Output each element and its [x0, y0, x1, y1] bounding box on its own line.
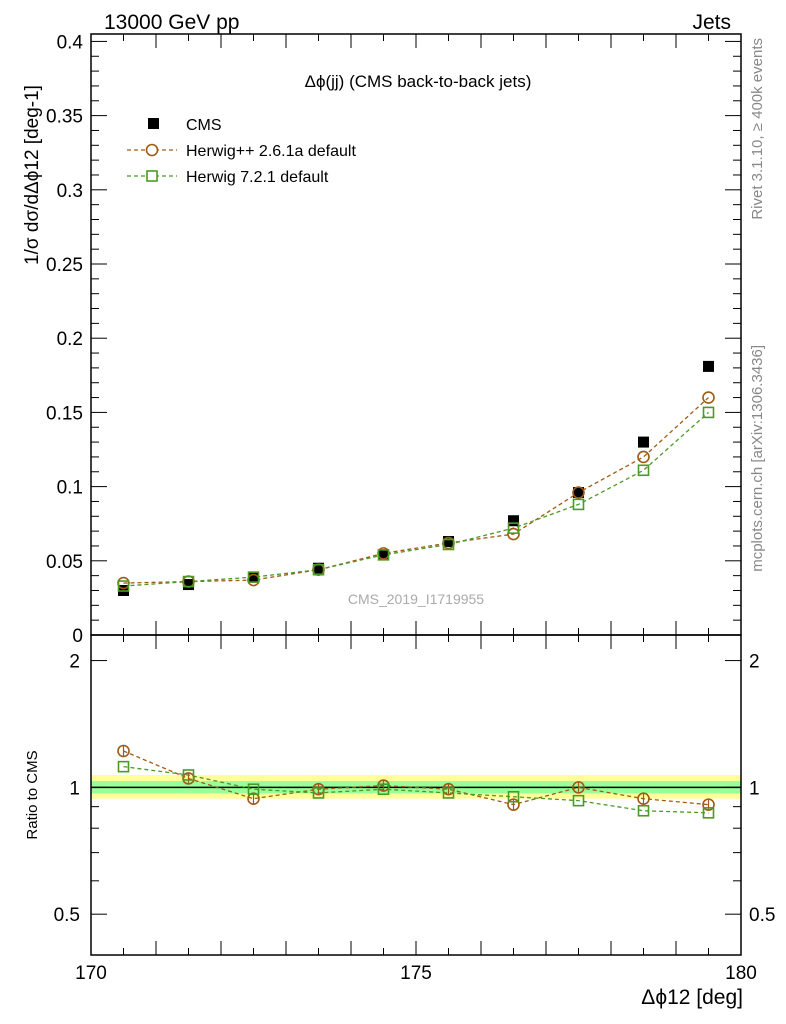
- ratio-ylabel-text: Ratio to CMS: [24, 750, 41, 839]
- main-ytick-label: 0.35: [46, 107, 83, 128]
- main-plot-ticks: [90, 34, 742, 636]
- ratio-herwig7-point: [572, 794, 585, 807]
- ratio-herwigpp-point: [117, 744, 130, 758]
- cms-point: [443, 536, 454, 548]
- cms-point: [183, 579, 194, 591]
- ratio-herwig7-point: [442, 787, 455, 799]
- main-ytick-label: 0.2: [57, 329, 83, 350]
- legend-marker-herwig7: [146, 170, 158, 182]
- herwig7-point: [572, 498, 585, 511]
- ratio-herwig7-point: [117, 760, 130, 773]
- herwig7-point: [117, 580, 130, 592]
- main-ylabel: 1/σ dσ/dΔϕ12 [deg-1]: [22, 85, 43, 265]
- ratio-herwigpp-point: [572, 781, 585, 794]
- main-ylabel-text: 1/σ dσ/dΔϕ12 [deg-1]: [22, 85, 43, 265]
- xlabel: Δϕ12 [deg]: [641, 986, 743, 1009]
- ratio-ytick-label: 2: [69, 652, 80, 673]
- legend: CMS Herwig++ 2.6.1a default Herwig 7.2.1…: [127, 117, 356, 186]
- cms-point: [638, 436, 649, 448]
- watermark: CMS_2019_I1719955: [348, 591, 484, 607]
- legend-label-cms: CMS: [186, 117, 222, 134]
- herwig7-point: [377, 549, 390, 561]
- herwig7-point: [312, 563, 325, 576]
- herwig7-point: [507, 522, 520, 534]
- ratio-herwigpp-point: [637, 792, 650, 805]
- ratio-herwigpp-point: [247, 792, 260, 805]
- herwigpp-line: [123, 397, 709, 584]
- herwigpp-point: [572, 486, 585, 499]
- ratio-ytick-label-right: 1: [749, 778, 760, 799]
- cms-point: [248, 571, 259, 583]
- ratio-herwigpp-line: [123, 750, 709, 806]
- cms-point: [508, 515, 519, 527]
- herwigpp-point: [702, 391, 715, 404]
- legend-marker-herwigpp: [145, 143, 159, 157]
- ratio-plot-frame: [90, 634, 742, 956]
- chart-title: Δϕ(jj) (CMS back-to-back jets): [305, 72, 532, 91]
- ratio-ytick-label: 0.5: [54, 905, 80, 926]
- ratio-herwig7-point: [312, 787, 325, 799]
- legend-marker-cms: [148, 118, 159, 129]
- herwig7-point: [247, 571, 260, 583]
- ratio-herwigpp-point: [507, 798, 520, 811]
- main-plot-data: [117, 360, 715, 596]
- mcplots-label: mcplots.cern.ch [arXiv:1306.3436]: [749, 345, 766, 572]
- herwig7-point: [442, 538, 455, 551]
- ratio-plot-panel: 0.5 0.5 1 1 2 2 170 175 180 Ratio to CMS Δϕ12 [d…: [24, 634, 776, 1009]
- ratio-herwig7-point: [507, 790, 520, 803]
- herwig7-point: [702, 406, 715, 419]
- ratio-ytick-label-right: 2: [749, 652, 760, 673]
- cms-point: [703, 360, 714, 372]
- ratio-data: [117, 744, 715, 819]
- header-jets: Jets: [692, 11, 731, 34]
- main-ytick-label: 0: [72, 626, 83, 647]
- main-plot-tick-labels: 0 0.05 0.1 0.15 0.2 0.25 0.3 0.35 0.4: [46, 32, 83, 647]
- herwig7-line: [123, 411, 709, 587]
- rivet-label: Rivet 3.1.10, ≥ 400k events: [749, 38, 766, 220]
- main-ytick-label: 0.1: [57, 478, 83, 499]
- cms-point: [573, 487, 584, 499]
- legend-label-herwig7: Herwig 7.2.1 default: [186, 169, 329, 186]
- ratio-herwig7-point: [377, 783, 390, 796]
- ratio-herwig7-point: [182, 769, 195, 781]
- header-energy: 13000 GeV pp: [104, 11, 239, 34]
- main-ytick-label: 0.3: [57, 181, 83, 202]
- ratio-ytick-label: 1: [69, 778, 80, 799]
- ratio-herwigpp-point: [702, 798, 715, 811]
- main-ytick-label: 0.4: [57, 32, 84, 53]
- cms-point: [378, 549, 389, 561]
- legend-label-herwigpp: Herwig++ 2.6.1a default: [186, 143, 356, 160]
- xtick-label: 170: [75, 963, 107, 984]
- main-ytick-label: 0.05: [46, 552, 83, 573]
- herwigpp-point: [637, 450, 650, 464]
- ratio-herwig7-point: [247, 783, 260, 796]
- main-ytick-label: 0.25: [46, 255, 83, 276]
- xtick-label: 175: [400, 963, 432, 984]
- herwigpp-point: [507, 527, 520, 541]
- ratio-herwig7-point: [702, 807, 715, 819]
- main-ytick-label: 0.15: [46, 403, 83, 424]
- ratio-herwig7-line: [123, 765, 709, 814]
- ratio-ytick-label-right: 0.5: [749, 905, 775, 926]
- ratio-tick-labels: 0.5 0.5 1 1 2 2 170 175 180: [54, 652, 776, 984]
- xtick-label: 180: [725, 963, 757, 984]
- main-plot-panel: 0 0.05 0.1 0.15 0.2 0.25 0.3 0.35 0.4 Δϕ(jj) (CM…: [22, 32, 742, 647]
- cms-point: [313, 562, 324, 574]
- ratio-herwig7-point: [637, 804, 650, 817]
- herwig7-point: [182, 575, 195, 588]
- ratio-ylabel: Ratio to CMS: [24, 750, 41, 839]
- herwig7-point: [637, 464, 650, 477]
